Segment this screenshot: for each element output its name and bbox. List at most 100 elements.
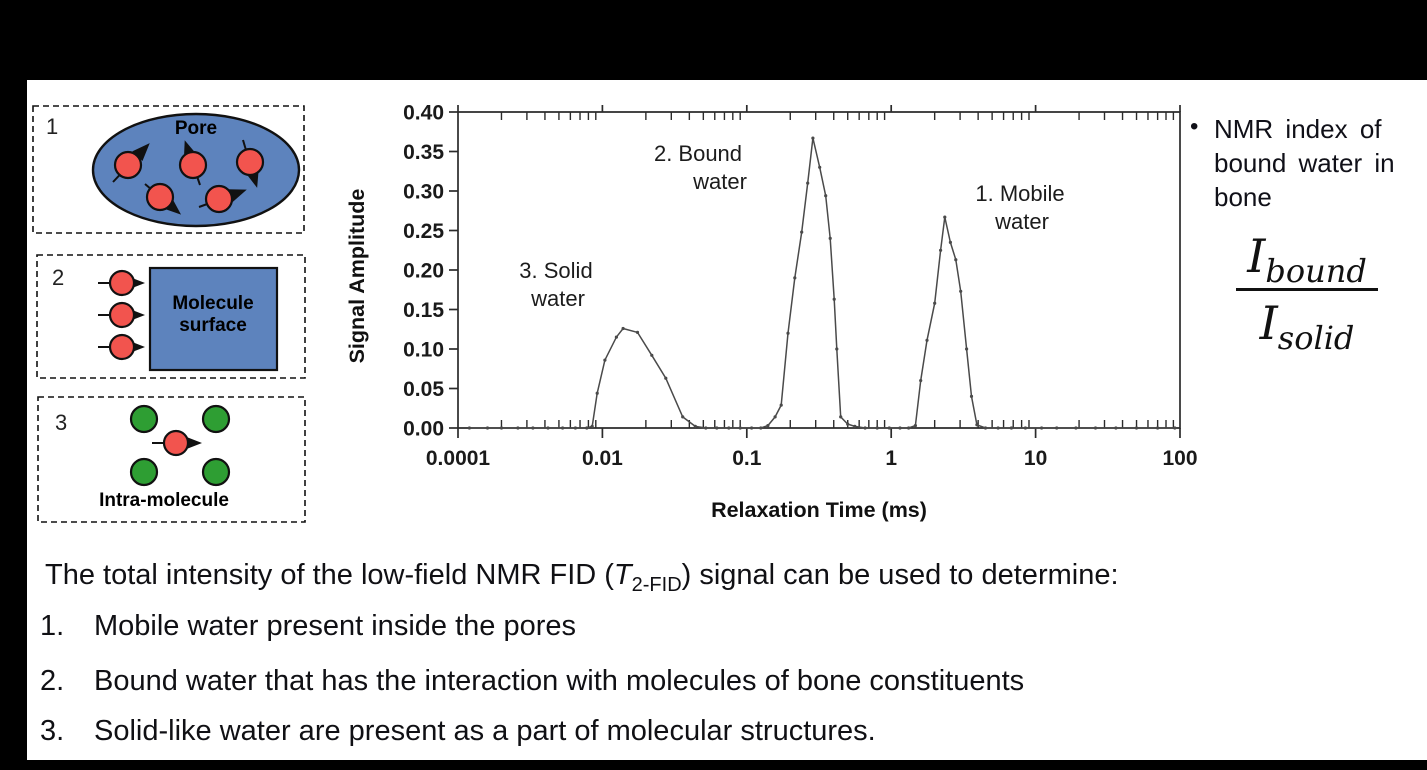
note-line-2: bound water in	[1214, 148, 1395, 178]
peak-annotation: 1. Mobile	[975, 181, 1064, 206]
data-point-marker	[546, 426, 550, 430]
data-point-marker	[875, 426, 879, 430]
footer-item-3: 3. Solid-like water are present as a part…	[40, 715, 876, 748]
footer-item-text: Bound water that has the interaction wit…	[94, 665, 1025, 697]
t2-distribution-curve	[469, 137, 1175, 429]
pore-box-number: 1	[46, 114, 58, 139]
data-point-marker	[773, 415, 777, 419]
formula-denominator: Isolid	[1259, 296, 1355, 357]
neighbor-atom-circle	[129, 404, 159, 434]
data-point-marker	[779, 403, 783, 407]
data-point-marker	[467, 426, 471, 430]
diagram-molecule-surface: 2 Molecule surface	[36, 254, 306, 379]
data-point-marker	[590, 424, 594, 428]
data-point-marker	[681, 415, 685, 419]
x-tick-label: 0.01	[582, 447, 623, 470]
data-point-marker	[887, 426, 891, 430]
y-tick-label: 0.40	[403, 102, 444, 125]
x-tick-label: 1	[885, 447, 897, 470]
data-point-marker	[954, 258, 958, 262]
data-point-marker	[969, 394, 974, 398]
water-types-diagrams: 1 Pore 2 Molecule surface	[32, 105, 306, 523]
data-point-marker	[635, 330, 640, 334]
data-point-marker	[898, 426, 902, 430]
diagram-pore: 1 Pore	[32, 105, 305, 234]
data-point-marker	[793, 276, 797, 280]
pore-label: Pore	[175, 118, 217, 139]
footer-intro: The total intensity of the low-field NMR…	[45, 559, 1119, 596]
data-point-marker	[948, 240, 953, 244]
footer-item-text: Mobile water present inside the pores	[94, 610, 576, 642]
intra-box-border	[37, 396, 306, 523]
nmr-index-note: • NMR index of bound water in bone	[1190, 112, 1415, 214]
water-molecule-circle	[162, 429, 190, 457]
peak-annotation: 2. Bound	[654, 141, 742, 166]
fraction-bar	[1236, 288, 1378, 291]
data-point-marker	[835, 347, 839, 351]
water-molecule-circle	[235, 147, 265, 177]
surface-box-border	[36, 254, 306, 379]
data-point-marker	[715, 426, 719, 430]
data-point-marker	[828, 236, 832, 240]
data-point-marker	[913, 424, 918, 428]
data-point-marker	[573, 426, 578, 430]
data-point-marker	[832, 297, 836, 301]
x-tick-label: 100	[1162, 447, 1197, 470]
data-point-marker	[693, 424, 697, 428]
water-molecule-circle	[145, 182, 175, 212]
pore-box-border	[32, 105, 305, 234]
data-point-marker	[1009, 426, 1014, 430]
note-line-3: bone	[1214, 182, 1272, 212]
data-point-marker	[1093, 426, 1098, 430]
data-point-marker	[818, 165, 822, 169]
data-point-marker	[621, 326, 625, 331]
y-tick-label: 0.30	[403, 181, 444, 204]
data-point-marker	[786, 331, 790, 335]
peak-annotation: water	[994, 209, 1049, 234]
data-point-marker	[561, 426, 565, 430]
x-tick-label: 0.0001	[426, 447, 491, 470]
data-point-marker	[1055, 426, 1059, 430]
neighbor-atom-circle	[201, 457, 231, 487]
data-point-marker	[1023, 426, 1027, 430]
data-point-marker	[943, 215, 947, 219]
water-molecule-circle	[204, 184, 234, 214]
data-point-marker	[664, 376, 668, 380]
data-point-marker	[704, 426, 708, 430]
data-point-marker	[603, 358, 607, 362]
y-tick-label: 0.25	[403, 220, 444, 243]
data-point-marker	[738, 426, 742, 430]
data-point-marker	[811, 136, 815, 140]
data-point-marker	[824, 194, 828, 198]
data-point-marker	[727, 426, 731, 430]
water-molecule-circle	[108, 269, 136, 297]
data-point-marker	[907, 426, 911, 430]
data-point-marker	[585, 426, 589, 430]
y-tick-label: 0.05	[403, 378, 444, 401]
footer-item-1: 1. Mobile water present inside the pores	[40, 610, 576, 643]
water-molecule-circle	[178, 150, 208, 180]
footer-item-number: 3.	[40, 715, 65, 747]
data-point-marker	[750, 426, 754, 430]
surface-box-number: 2	[52, 265, 64, 290]
molecule-surface-label-2: surface	[179, 315, 247, 336]
nmr-index-formula: Ibound Isolid	[1232, 230, 1382, 357]
peak-annotation: water	[692, 169, 747, 194]
x-tick-label: 10	[1024, 447, 1047, 470]
neighbor-atom-circle	[129, 457, 159, 487]
peak-annotation: water	[530, 286, 585, 311]
peak-annotation: 3. Solid	[519, 258, 592, 283]
data-point-marker	[1134, 426, 1139, 430]
footer-item-text: Solid-like water are present as a part o…	[94, 715, 876, 747]
data-point-marker	[759, 426, 763, 430]
data-point-marker	[531, 426, 535, 430]
t2-relaxation-chart: 0.00 0.05 0.10 0.15 0.20 0.25 0.30 0.35 0.40 0.00…	[345, 102, 1198, 523]
slide-content: 1 Pore 2 Molecule surface	[27, 80, 1427, 760]
y-tick-label: 0.35	[403, 141, 444, 164]
data-point-marker	[499, 426, 504, 430]
water-molecule-circle	[108, 333, 136, 361]
y-tick-label: 0.10	[403, 339, 444, 362]
data-point-marker	[1156, 426, 1160, 430]
y-tick-label: 0.20	[403, 260, 444, 283]
water-molecule-circle	[113, 150, 143, 180]
